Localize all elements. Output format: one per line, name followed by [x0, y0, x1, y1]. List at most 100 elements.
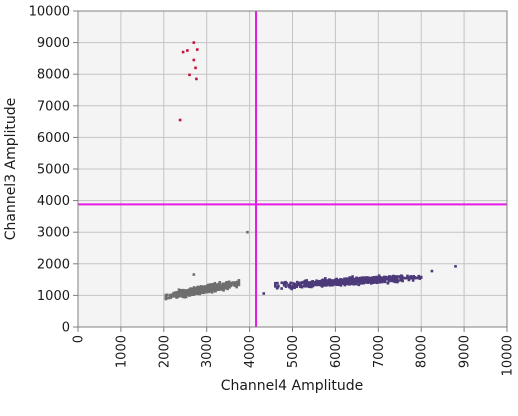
data-point: [210, 291, 214, 294]
data-point: [363, 276, 366, 280]
grid-lines: [78, 11, 507, 327]
data-point: [206, 287, 210, 291]
x-tick-label: 4000: [243, 335, 258, 368]
data-point: [295, 285, 299, 289]
data-point: [290, 285, 293, 288]
data-point: [171, 294, 174, 297]
data-point: [300, 285, 304, 289]
data-point: [175, 293, 179, 296]
data-point: [364, 276, 368, 280]
data-point: [219, 285, 223, 288]
data-point: [186, 291, 190, 295]
data-point: [188, 291, 191, 294]
data-point: [173, 294, 176, 297]
data-point: [355, 276, 358, 280]
data-point: [193, 289, 197, 293]
data-point: [295, 280, 299, 284]
data-point: [234, 281, 237, 284]
data-point: [377, 274, 381, 278]
data-point: [192, 58, 196, 62]
data-point: [331, 283, 335, 287]
data-point: [296, 282, 299, 286]
data-point: [206, 283, 210, 287]
data-point: [351, 282, 355, 285]
data-point: [390, 279, 393, 283]
data-point: [235, 283, 239, 286]
data-point: [359, 280, 363, 284]
data-point: [347, 282, 350, 285]
data-point: [192, 286, 196, 290]
data-point: [196, 290, 200, 294]
data-point: [339, 282, 342, 286]
data-point: [365, 280, 369, 284]
data-point: [377, 278, 380, 282]
data-point: [305, 283, 309, 287]
data-point: [289, 281, 292, 285]
data-point: [165, 293, 169, 297]
data-point: [216, 285, 220, 289]
data-point: [191, 290, 194, 294]
x-tick-label: 2000: [157, 335, 172, 368]
data-point: [195, 292, 198, 295]
data-point: [334, 279, 337, 283]
data-point: [246, 230, 249, 234]
data-point: [188, 73, 191, 77]
data-point: [318, 282, 322, 286]
data-point: [419, 275, 423, 279]
data-point: [164, 295, 168, 298]
data-point: [321, 278, 325, 282]
data-point: [324, 277, 327, 280]
data-point: [169, 296, 172, 300]
data-point: [381, 276, 385, 280]
data-point: [283, 281, 286, 285]
y-tick-label: 7000: [37, 99, 70, 114]
data-point: [178, 118, 182, 122]
data-point: [193, 291, 196, 295]
data-point: [417, 276, 421, 279]
data-point: [182, 293, 186, 296]
y-tick-label: 4000: [37, 194, 70, 209]
data-point: [262, 292, 266, 295]
data-point: [407, 278, 411, 282]
data-point: [290, 287, 294, 291]
data-point: [390, 278, 394, 281]
x-axis-title: Channel4 Amplitude: [221, 378, 364, 394]
data-point: [393, 278, 396, 281]
data-point: [351, 275, 354, 278]
data-point: [393, 280, 397, 284]
data-point: [214, 287, 217, 290]
data-point: [188, 293, 192, 296]
data-point: [232, 283, 236, 287]
data-point: [191, 289, 194, 292]
data-point: [276, 281, 279, 285]
data-point: [403, 276, 407, 280]
data-point: [299, 284, 302, 288]
data-point: [373, 278, 377, 282]
data-point: [339, 278, 342, 282]
data-point: [407, 277, 411, 280]
x-tick-label: 5000: [286, 335, 301, 368]
x-tick-label: 1000: [114, 335, 129, 368]
data-point: [395, 276, 399, 280]
data-point: [210, 286, 213, 289]
y-tick-label: 6000: [37, 131, 70, 146]
data-point: [292, 285, 295, 288]
data-point: [228, 286, 231, 289]
y-tick-label: 10000: [29, 5, 70, 20]
data-point: [321, 280, 325, 284]
data-point: [310, 285, 313, 289]
data-point: [361, 277, 365, 280]
data-point: [194, 287, 198, 291]
data-point: [293, 286, 296, 290]
data-point: [180, 293, 184, 297]
data-point: [366, 278, 370, 281]
y-tick-label: 3000: [37, 226, 70, 241]
data-point: [355, 282, 358, 286]
data-point: [205, 287, 208, 291]
data-point: [340, 280, 344, 283]
data-point: [201, 286, 204, 290]
data-point: [377, 276, 381, 280]
data-point: [302, 281, 306, 285]
data-point: [313, 282, 316, 286]
data-point: [313, 281, 317, 284]
